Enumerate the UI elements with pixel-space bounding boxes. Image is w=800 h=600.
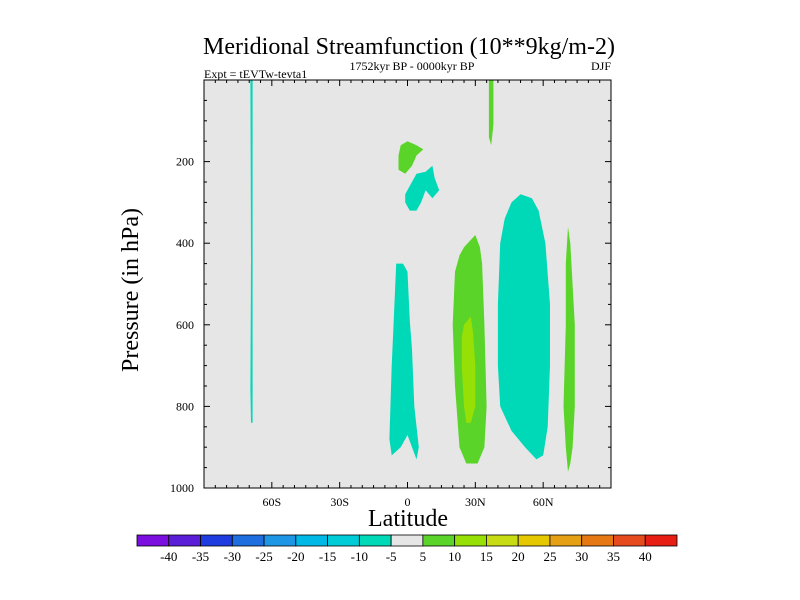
- colorbar-label: -10: [351, 549, 368, 564]
- contour-regions: [250, 80, 575, 472]
- colorbar-box: [263, 534, 297, 547]
- colorbar-box: [168, 534, 201, 547]
- colorbar-label: -15: [319, 549, 336, 564]
- colorbar-box: [613, 534, 646, 547]
- colorbar-label: 10: [448, 549, 461, 564]
- colorbar-box: [231, 534, 265, 547]
- contour-region-2: [398, 141, 424, 174]
- chart-subtitle-center: 1752kyr BP - 0000kyr BP: [350, 59, 475, 73]
- x-tick-label: 30N: [465, 495, 486, 509]
- colorbar-label: -40: [160, 549, 177, 564]
- contour-region-4: [389, 263, 419, 460]
- contour-region-1: [250, 80, 253, 423]
- colorbar-box: [486, 534, 519, 547]
- chart-title: Meridional Streamfunction (10**9kg/m-2): [203, 34, 615, 60]
- colorbar-label: 5: [420, 549, 427, 564]
- colorbar-box: [454, 534, 487, 547]
- y-axis-label: Pressure (in hPa): [118, 208, 144, 372]
- colorbar-box: [644, 534, 678, 547]
- chart-subtitle-right: DJF: [591, 59, 611, 73]
- y-tick-label: 600: [176, 318, 194, 332]
- colorbar-box: [358, 534, 392, 547]
- colorbar-box: [549, 534, 583, 547]
- x-tick-label: 30S: [330, 495, 349, 509]
- colorbar-label: 15: [480, 549, 493, 564]
- y-tick-label: 800: [176, 399, 194, 413]
- contour-region-7: [461, 316, 476, 423]
- colorbar-label: -20: [287, 549, 304, 564]
- x-tick-label: 60N: [533, 495, 554, 509]
- y-tick-label: 400: [176, 236, 194, 250]
- contour-region-8: [497, 194, 550, 460]
- y-tick-label: 1000: [170, 481, 194, 495]
- colorbar-box: [295, 534, 328, 547]
- colorbar-box: [517, 534, 551, 547]
- colorbar-label: -25: [255, 549, 272, 564]
- chart-subtitle-left: Expt = tEVTw-tevta1: [204, 67, 307, 81]
- colorbar-label: -5: [386, 549, 397, 564]
- contour-region-9: [563, 226, 575, 472]
- contour-region-3: [405, 165, 440, 211]
- x-tick-label: 0: [405, 495, 411, 509]
- colorbar-box: [422, 534, 456, 547]
- x-tick-label: 60S: [262, 495, 281, 509]
- colorbar-label: 25: [543, 549, 556, 564]
- colorbar-label: 30: [575, 549, 588, 564]
- x-axis-label: Latitude: [368, 506, 448, 532]
- colorbar-label: 20: [512, 549, 525, 564]
- colorbar-label: -30: [224, 549, 241, 564]
- colorbar: -40 -35 -30 -25 -20 -15 -10 -5 5 10 15 20 25 30 35 40: [136, 534, 678, 564]
- colorbar-label: -35: [192, 549, 209, 564]
- colorbar-box: [136, 534, 170, 547]
- colorbar-label: 40: [639, 549, 652, 564]
- colorbar-box: [327, 534, 360, 547]
- contour-region-5: [488, 80, 494, 146]
- axis-ticks: 60S 30S 0 30N 60N 200 400 600 800 1000: [170, 80, 611, 509]
- colorbar-box: [390, 534, 424, 547]
- colorbar-box: [200, 534, 233, 547]
- colorbar-box: [581, 534, 614, 547]
- y-tick-label: 200: [176, 155, 194, 169]
- colorbar-label: 35: [607, 549, 620, 564]
